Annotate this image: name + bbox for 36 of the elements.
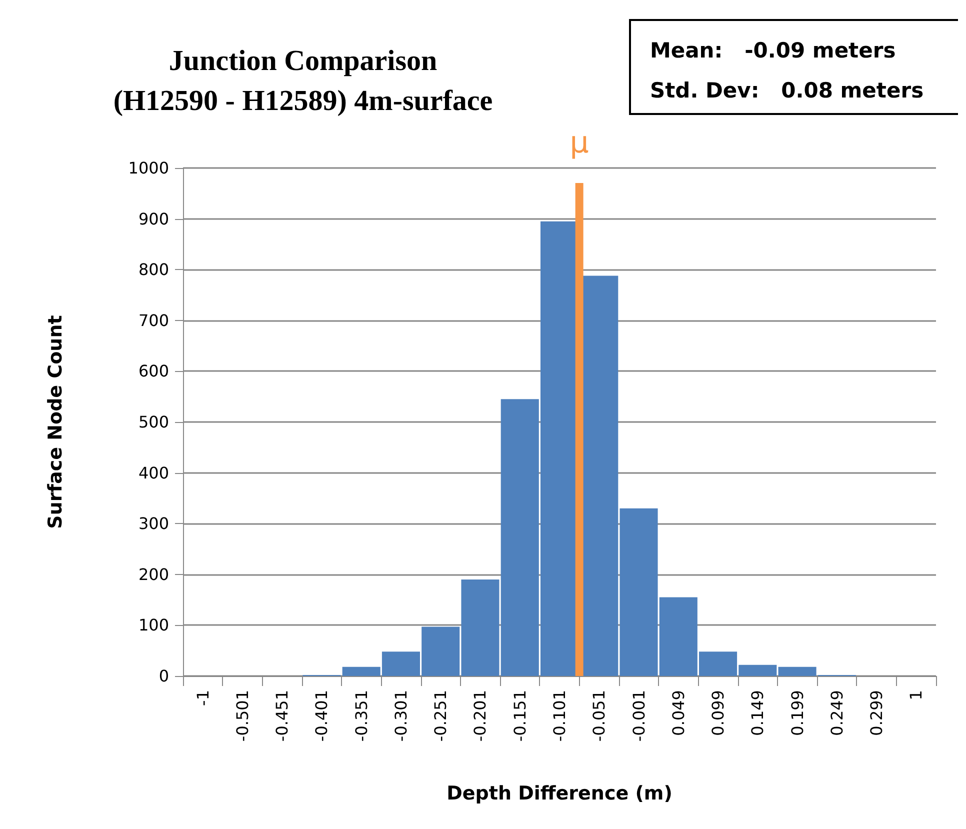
y-tick-label: 400 [138,463,169,482]
y-tick-label: 1000 [128,158,169,178]
x-tick-label: -0.351 [352,690,371,742]
chart-title: Junction Comparison (H12590 - H12589) 4m-surface [113,45,493,117]
y-tick-label: 0 [158,666,169,686]
x-tick-label: -0.501 [232,690,252,742]
x-tick-label: -0.051 [590,690,609,742]
x-axis-title: Depth Difference (m) [446,782,672,804]
y-tick-label: 500 [138,412,169,432]
x-tick-label: -0.301 [391,690,410,742]
y-tick-label: 800 [138,260,169,280]
x-tick-label: 0.299 [867,690,886,736]
x-tick-label: 1 [906,690,926,700]
x-tick-label: -0.451 [272,690,292,742]
y-tick-label: 600 [138,362,169,381]
x-tick-label: -0.251 [431,690,450,742]
y-tick-label: 700 [138,310,169,330]
x-tick-label: 0.149 [748,690,768,736]
text: Mean: -0.09 meters [650,38,896,62]
ref-line-label: μ [570,126,589,160]
text: Std. Dev: 0.08 meters [650,78,924,102]
x-tick-label: -0.201 [470,690,490,742]
x-tick-label: 0.249 [827,690,846,736]
x-tick-label: -1 [193,690,212,706]
x-tick-label: 0.199 [788,690,807,736]
x-tick-label: -0.151 [510,690,530,742]
x-tick-label: -0.001 [629,690,648,742]
y-tick-label: 900 [138,209,169,228]
y-axis-title: Surface Node Count [44,315,66,529]
x-tick-label: -0.101 [550,690,569,742]
y-tick-label: 200 [138,564,169,584]
y-tick-label: 100 [138,616,169,635]
x-tick-label: 0.099 [708,690,728,736]
x-tick-label: 0.049 [668,690,688,736]
x-tick-label: -0.401 [312,690,332,742]
y-tick-label: 300 [138,514,169,534]
